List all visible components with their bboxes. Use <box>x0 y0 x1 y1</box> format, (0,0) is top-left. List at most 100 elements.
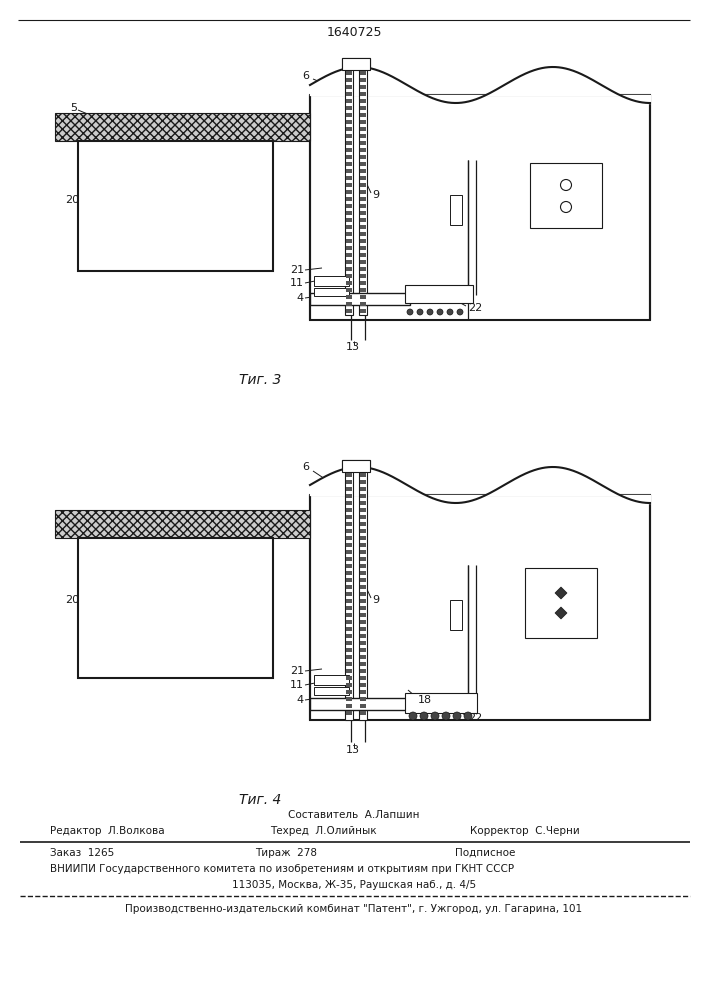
Text: 18: 18 <box>418 695 432 705</box>
Bar <box>360 92 366 96</box>
Bar <box>360 78 366 82</box>
Bar <box>360 543 366 547</box>
Circle shape <box>561 202 571 213</box>
Bar <box>360 309 366 313</box>
Bar <box>360 246 366 250</box>
Bar <box>530 163 602 228</box>
Bar <box>360 522 366 526</box>
Bar <box>346 169 352 173</box>
Bar <box>360 501 366 505</box>
Bar <box>360 253 366 257</box>
Bar <box>346 85 352 89</box>
Bar <box>310 293 410 305</box>
Bar <box>360 190 366 194</box>
Text: 11: 11 <box>290 278 304 288</box>
Bar <box>346 599 352 603</box>
Text: 21: 21 <box>290 265 304 275</box>
Text: 113035, Москва, Ж-35, Раушская наб., д. 4/5: 113035, Москва, Ж-35, Раушская наб., д. … <box>232 880 476 890</box>
Bar <box>346 543 352 547</box>
Text: Заказ  1265: Заказ 1265 <box>50 848 115 858</box>
Bar <box>346 550 352 554</box>
Bar <box>360 120 366 124</box>
Bar <box>346 480 352 484</box>
Bar <box>346 669 352 673</box>
Bar <box>360 592 366 596</box>
Bar <box>360 487 366 491</box>
Bar <box>360 480 366 484</box>
Text: ВНИИПИ Государственного комитета по изобретениям и открытиям при ГКНТ СССР: ВНИИПИ Государственного комитета по изоб… <box>50 864 514 874</box>
Bar <box>78 141 273 271</box>
Bar <box>360 690 366 694</box>
Bar <box>360 669 366 673</box>
Bar <box>359 470 367 720</box>
Bar <box>346 585 352 589</box>
Bar <box>360 585 366 589</box>
Bar <box>360 134 366 138</box>
Bar <box>346 634 352 638</box>
Bar <box>360 550 366 554</box>
Text: Τиг. 3: Τиг. 3 <box>239 373 281 387</box>
Polygon shape <box>555 607 567 619</box>
Bar <box>360 99 366 103</box>
Text: 1640725: 1640725 <box>326 25 382 38</box>
Bar <box>346 92 352 96</box>
Bar <box>360 641 366 645</box>
Bar <box>346 697 352 701</box>
Circle shape <box>561 180 571 190</box>
Bar <box>346 522 352 526</box>
Bar <box>346 529 352 533</box>
Bar <box>360 148 366 152</box>
Bar <box>360 183 366 187</box>
Bar <box>346 508 352 512</box>
Bar <box>360 155 366 159</box>
Circle shape <box>417 309 423 315</box>
Circle shape <box>464 712 472 720</box>
Bar <box>360 613 366 617</box>
Circle shape <box>407 309 413 315</box>
Bar <box>360 218 366 222</box>
Text: Τиг. 4: Τиг. 4 <box>239 793 281 807</box>
Bar <box>360 274 366 278</box>
Bar <box>346 557 352 561</box>
Bar <box>346 655 352 659</box>
Bar <box>55 510 310 538</box>
Bar <box>314 687 349 695</box>
Bar <box>360 655 366 659</box>
Bar <box>360 232 366 236</box>
Bar <box>346 281 352 285</box>
Circle shape <box>457 309 463 315</box>
Bar <box>360 281 366 285</box>
Bar <box>360 204 366 208</box>
Bar <box>346 253 352 257</box>
Bar <box>314 276 349 286</box>
Bar <box>360 295 366 299</box>
Text: 4: 4 <box>297 695 304 705</box>
Bar <box>360 564 366 568</box>
Bar <box>346 141 352 145</box>
Bar <box>360 267 366 271</box>
Bar <box>310 698 410 710</box>
Bar <box>450 600 462 630</box>
Bar <box>55 113 310 141</box>
Bar <box>346 620 352 624</box>
Text: Составитель  А.Лапшин: Составитель А.Лапшин <box>288 810 420 820</box>
Bar <box>346 613 352 617</box>
Bar <box>346 204 352 208</box>
Bar <box>405 693 477 713</box>
Text: 5: 5 <box>70 103 77 113</box>
Text: 9: 9 <box>372 595 379 605</box>
Polygon shape <box>555 587 567 599</box>
Bar <box>345 470 353 720</box>
Bar <box>346 267 352 271</box>
Bar <box>346 211 352 215</box>
Bar <box>360 571 366 575</box>
Bar <box>450 195 462 225</box>
Bar <box>360 578 366 582</box>
Bar <box>360 85 366 89</box>
Bar <box>360 606 366 610</box>
Bar <box>346 78 352 82</box>
Bar <box>346 662 352 666</box>
Bar <box>310 95 650 320</box>
Bar <box>346 627 352 631</box>
Bar <box>360 620 366 624</box>
